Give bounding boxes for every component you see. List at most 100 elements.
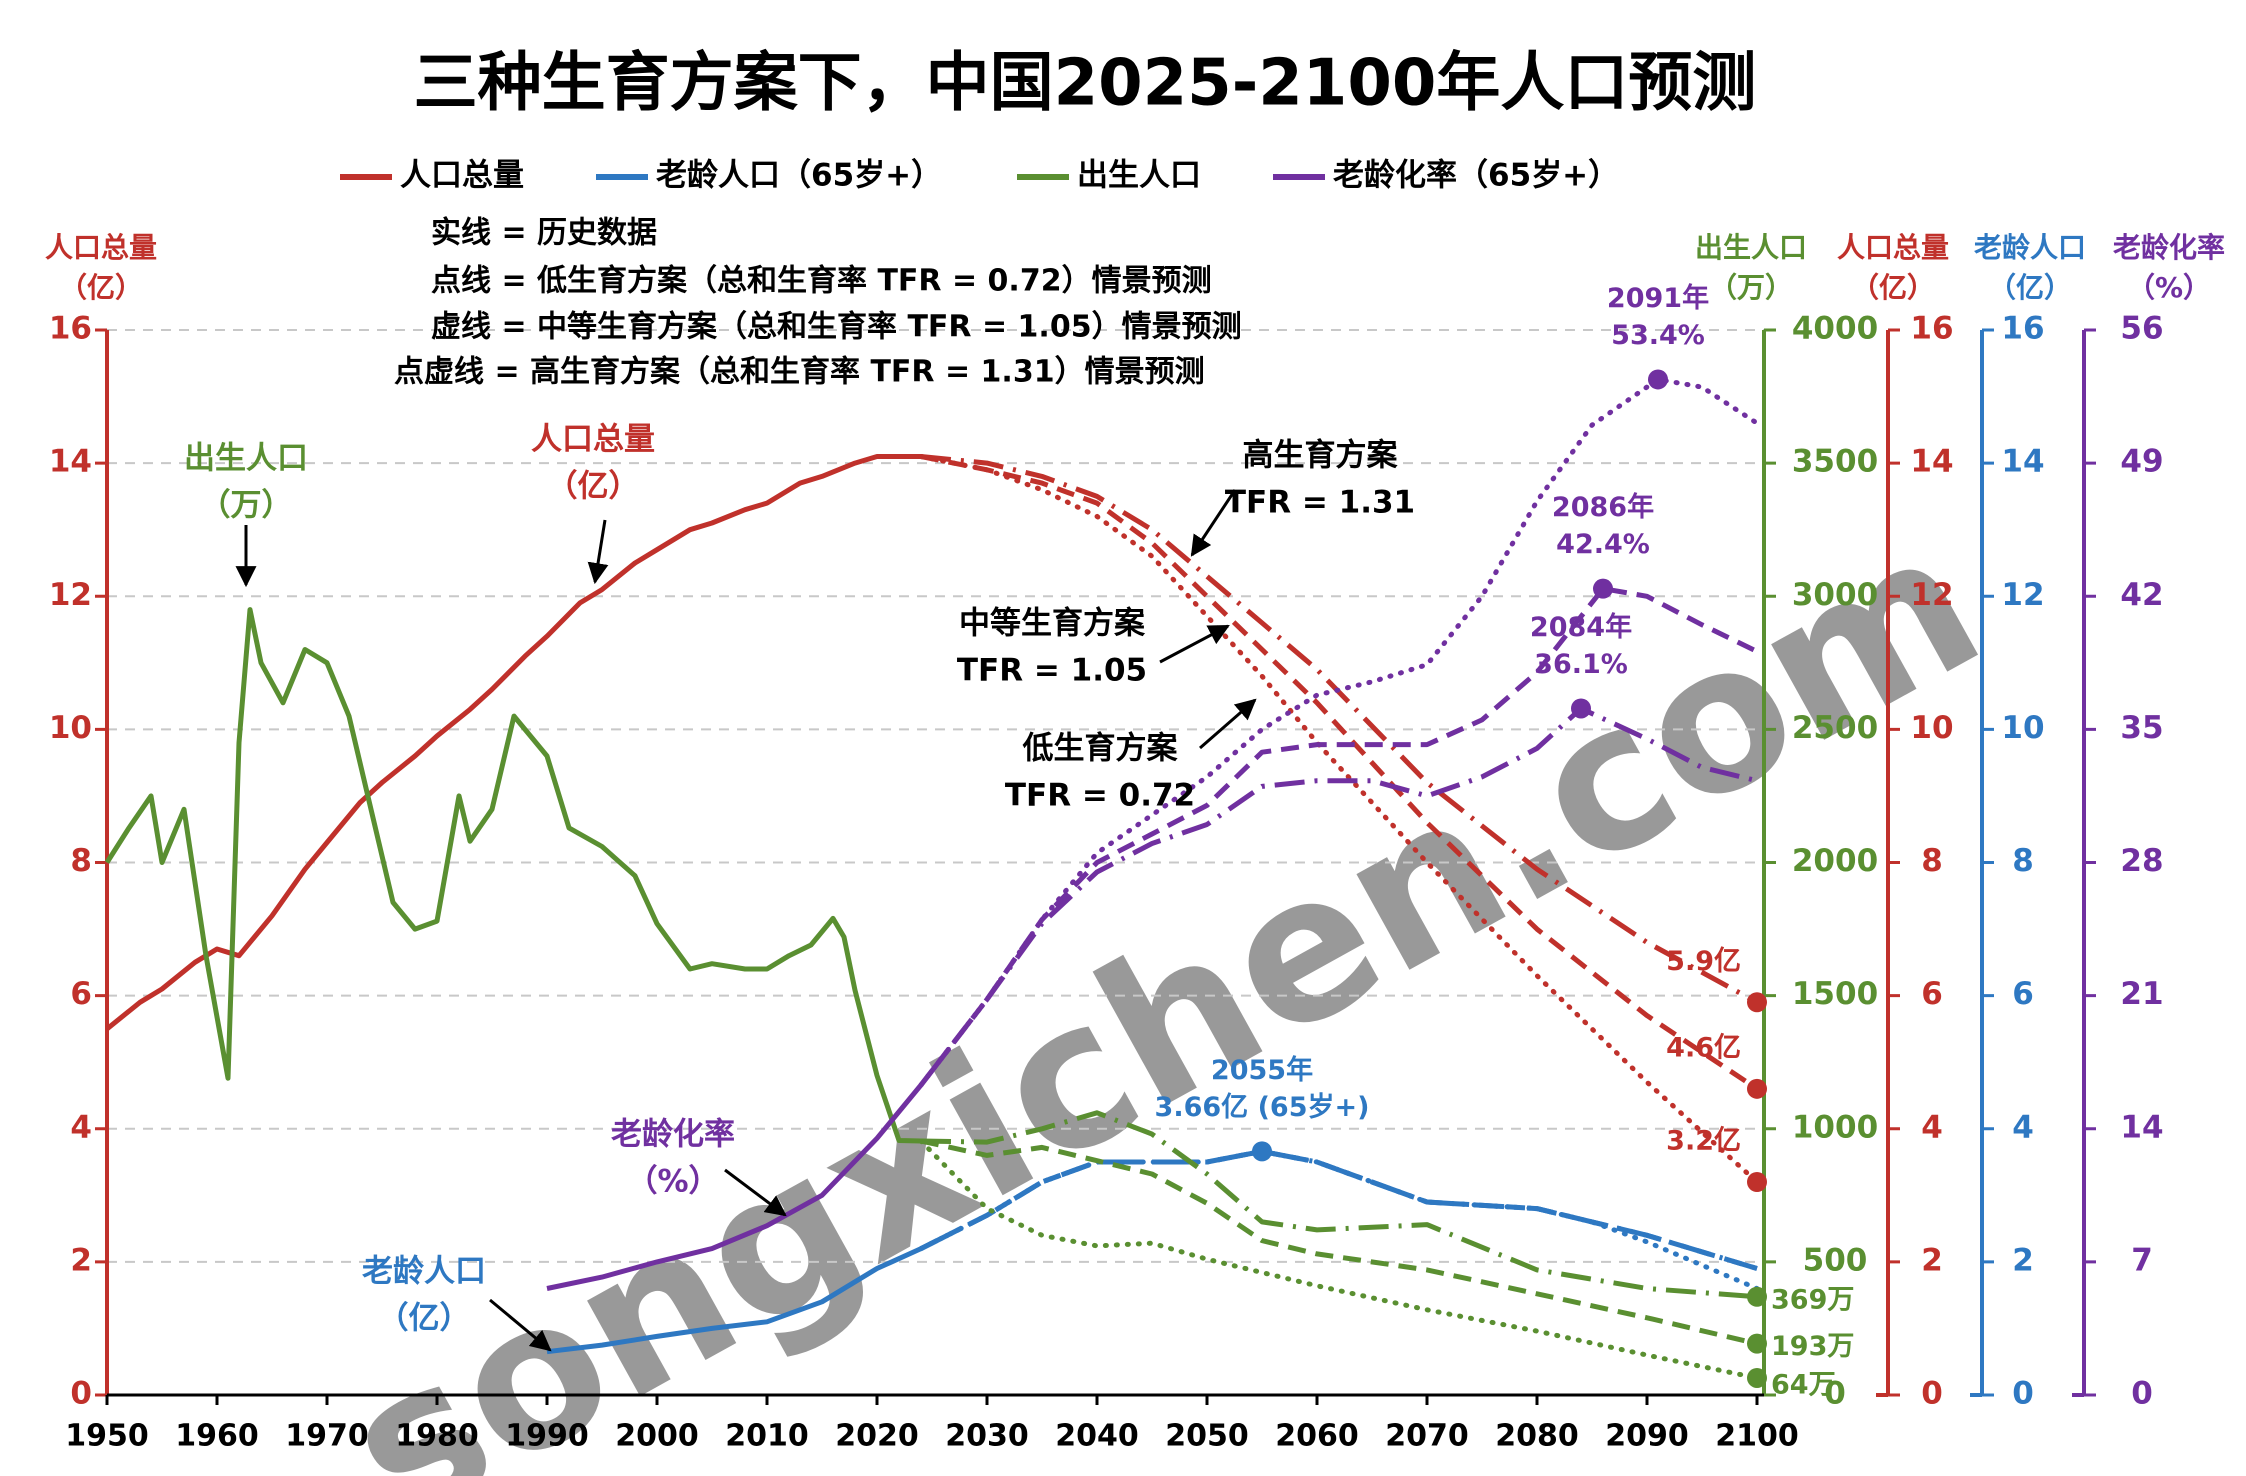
series-line [919,586,1759,1087]
y-tick-label: 0 [70,1376,92,1412]
annotation: TFR = 1.31 [1225,485,1415,521]
annotation: TFR = 0.72 [1005,778,1195,814]
y-tick-label: 8 [1921,843,1943,879]
y-tick-label: 28 [2120,843,2163,879]
series-line [920,454,1759,1005]
series-line [919,706,1758,1087]
y-axis-title: 老龄人口 [1974,231,2086,264]
y-tick-label: 56 [2120,311,2163,347]
series-line [105,454,921,1031]
series-line [918,454,1760,1185]
y-axis-title: 人口总量 [1837,231,1949,264]
legend-label: 老龄人口（65岁+） [656,158,942,194]
x-tick-label: 2040 [1055,1419,1139,1454]
annotation: 老龄化率 [611,1117,735,1153]
highlight-point [1252,1141,1272,1162]
annotation-arrow [587,519,609,585]
point-label: 2086年 [1552,491,1654,523]
x-tick-label: 2050 [1165,1419,1249,1454]
annotation-arrow [1190,489,1237,557]
y-tick-label: 0 [2131,1376,2153,1412]
point-label: 2055年 [1211,1054,1313,1086]
point-label: 36.1% [1534,649,1628,680]
highlight-point [1571,698,1591,719]
y-tick-label: 0 [1824,1376,1846,1412]
y-tick-label: 2 [1921,1242,1943,1278]
y-tick-label: 14 [1910,444,1953,480]
y-tick-label: 7 [2131,1242,2153,1278]
annotation: TFR = 1.05 [957,653,1147,689]
y-tick-label: 4000 [1792,311,1878,347]
y-tick-label: 6 [1921,976,1943,1012]
y-tick-label: 14 [49,444,92,480]
y-tick-label: 16 [2001,311,2044,347]
watermark: songxichen.com [311,485,2015,1476]
x-tick-label: 2080 [1495,1419,1579,1454]
x-tick-label: 2100 [1715,1419,1799,1454]
annotation: 高生育方案 [1243,438,1399,474]
annotation-arrow [1199,698,1257,750]
point-label: 193万 [1771,1331,1854,1362]
y-tick-label: 4 [1921,1109,1943,1145]
legend-label: 出生人口 [1077,158,1201,194]
point-label: 3.2亿 [1666,1126,1741,1157]
series-line [104,607,922,1144]
x-tick-label: 1980 [395,1419,479,1454]
x-tick-label: 2000 [615,1419,699,1454]
y-tick-label: 42 [2120,577,2163,613]
highlight-point [1747,1286,1767,1307]
y-tick-label: 2500 [1792,710,1878,746]
point-label: 64万 [1771,1369,1836,1400]
y-tick-label: 16 [49,311,92,347]
y-tick-label: 6 [70,976,92,1012]
x-tick-label: 1950 [65,1419,149,1454]
x-tick-label: 2030 [945,1419,1029,1454]
highlight-point [1747,1078,1767,1099]
x-tick-label: 2070 [1385,1419,1469,1454]
y-tick-label: 4 [2012,1109,2034,1145]
y-tick-label: 4 [70,1109,92,1145]
y-tick-label: 16 [1910,311,1953,347]
legend-label: 老龄化率（65岁+） [1333,158,1619,194]
y-axis-title: （%） [2127,271,2211,304]
series-line [918,1138,1760,1381]
y-axis-title: 人口总量 [45,231,157,264]
y-tick-label: 49 [2120,444,2163,480]
annotation-arrow [1159,624,1230,664]
annotation: 人口总量 [531,422,655,458]
highlight-point [1747,992,1767,1013]
annotation: （亿） [378,1301,471,1337]
y-tick-label: 14 [2120,1109,2163,1145]
annotation: （%） [626,1164,719,1200]
x-tick-label: 1960 [175,1419,259,1454]
series-line [546,1083,923,1291]
annotation: （亿） [547,469,640,505]
x-tick-label: 1990 [505,1419,589,1454]
series-line [920,1138,1758,1347]
y-tick-label: 12 [1910,577,1953,613]
note: 实线 = 历史数据 [431,216,657,251]
y-axis-title: （万） [1709,271,1793,304]
x-tick-label: 2010 [725,1419,809,1454]
point-label: 2091年 [1607,282,1709,314]
y-tick-label: 0 [2012,1376,2034,1412]
x-tick-label: 2060 [1275,1419,1359,1454]
point-label: 42.4% [1556,529,1650,560]
series-line [920,454,1759,1091]
y-tick-label: 10 [1910,710,1953,746]
note: 虚线 = 中等生育方案（总和生育率 TFR = 1.05）情景预测 [431,310,1242,345]
point-label: 369万 [1771,1284,1854,1315]
legend-label: 人口总量 [400,158,524,194]
highlight-point [1747,1333,1767,1354]
y-tick-label: 2000 [1792,843,1878,879]
y-tick-label: 8 [70,843,92,879]
point-label: 4.6亿 [1666,1032,1741,1063]
y-tick-label: 0 [1921,1376,1943,1412]
annotation-arrow [489,1298,552,1352]
annotation: （万） [200,488,293,524]
x-tick-label: 1970 [285,1419,369,1454]
highlight-point [1593,578,1613,599]
point-label: 53.4% [1611,320,1705,351]
